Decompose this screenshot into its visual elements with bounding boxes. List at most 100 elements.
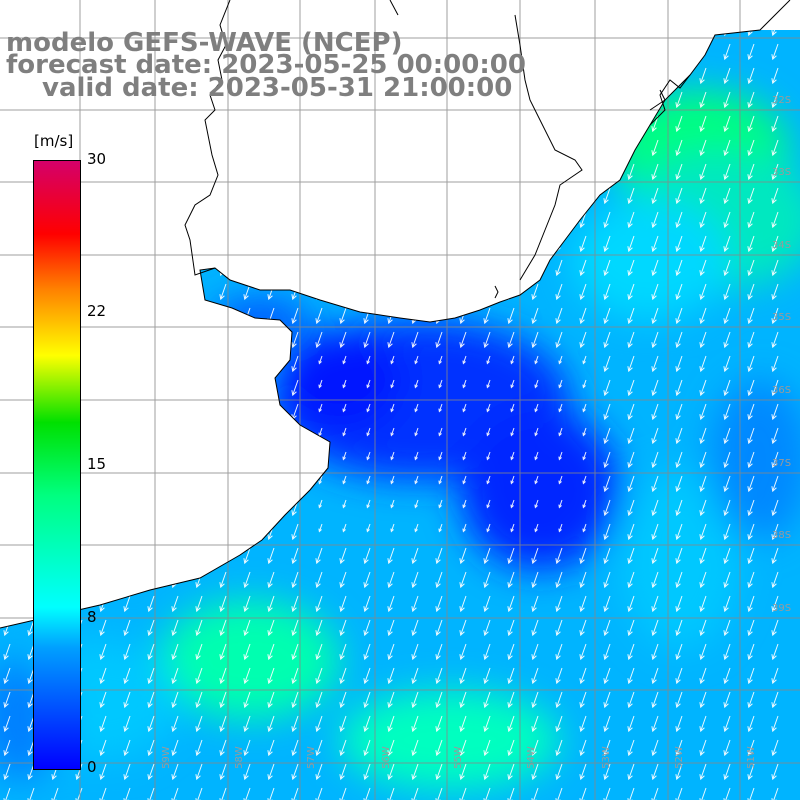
wind-arrow	[486, 523, 491, 533]
wind-arrow	[366, 475, 371, 485]
wind-arrow	[771, 427, 779, 445]
wind-arrow	[414, 499, 419, 509]
wind-arrow	[267, 571, 275, 589]
wind-arrow	[315, 115, 323, 133]
wind-arrow	[651, 379, 659, 397]
wind-arrow	[339, 115, 347, 133]
wind-arrow	[291, 451, 299, 469]
wind-arrow	[510, 379, 515, 389]
wind-arrow	[99, 571, 107, 589]
wind-arrow	[171, 595, 179, 613]
wind-arrow	[291, 331, 299, 349]
wind-arrow	[219, 523, 227, 541]
wind-arrow	[723, 643, 731, 661]
wind-arrow	[723, 451, 731, 469]
wind-arrow	[699, 259, 707, 277]
wind-arrow	[675, 43, 683, 61]
wind-arrow	[582, 379, 587, 389]
wind-arrow	[699, 643, 707, 661]
wind-arrow	[387, 619, 395, 637]
wind-arrow	[579, 763, 587, 781]
wind-arrow	[363, 331, 371, 349]
wind-arrow	[675, 115, 683, 133]
wind-arrow	[99, 547, 107, 565]
wind-arrow	[195, 235, 203, 253]
wind-arrow	[747, 763, 755, 781]
wind-arrow	[531, 163, 539, 181]
wind-arrow	[558, 499, 563, 509]
wind-arrow	[195, 619, 203, 637]
wind-arrow	[651, 30, 659, 37]
wind-arrow	[411, 115, 419, 133]
wind-arrow	[243, 259, 251, 277]
wind-arrow	[771, 475, 779, 493]
wind-arrow	[243, 115, 251, 133]
wind-arrow	[435, 691, 443, 709]
lon-label: 52W	[673, 746, 685, 769]
wind-arrow	[195, 643, 203, 661]
wind-arrow	[675, 211, 683, 229]
wind-arrow	[675, 619, 683, 637]
wind-arrow	[339, 571, 347, 589]
wind-arrow	[387, 235, 395, 253]
wind-arrow	[555, 643, 563, 661]
wind-arrow	[651, 595, 659, 613]
wind-arrow	[675, 259, 683, 277]
wind-arrow	[582, 523, 587, 533]
wind-arrow	[675, 139, 683, 157]
wind-arrow	[534, 475, 539, 485]
wind-arrow	[723, 739, 731, 757]
wind-arrow	[390, 379, 395, 389]
wind-arrow	[147, 691, 155, 709]
wind-arrow	[510, 355, 515, 365]
wind-arrow	[171, 427, 179, 445]
wind-arrow	[723, 91, 731, 109]
wind-arrow	[171, 715, 179, 733]
wind-arrow	[747, 571, 755, 589]
wind-arrow	[507, 115, 515, 133]
wind-arrow	[3, 355, 11, 373]
wind-arrow	[3, 259, 11, 277]
wind-arrow	[747, 643, 755, 661]
wind-arrow	[414, 523, 419, 533]
wind-arrow	[771, 523, 779, 541]
wind-arrow	[771, 643, 779, 661]
wind-arrow	[435, 115, 443, 133]
wind-arrow	[462, 523, 467, 533]
wind-arrow	[531, 187, 539, 205]
wind-arrow	[387, 643, 395, 661]
wind-arrow	[315, 547, 323, 565]
wind-arrow	[771, 595, 779, 613]
wind-arrow	[339, 667, 347, 685]
wind-arrow	[363, 595, 371, 613]
wind-arrow	[510, 499, 515, 509]
wind-arrow	[435, 30, 443, 37]
wind-arrow	[3, 763, 11, 781]
wind-arrow	[627, 163, 635, 181]
wind-arrow	[603, 283, 611, 301]
lat-label: 32S	[772, 95, 792, 106]
wind-arrow	[555, 91, 563, 109]
wind-arrow	[195, 115, 203, 133]
wind-arrow	[531, 739, 539, 757]
wind-arrow	[558, 379, 563, 389]
wind-arrow	[438, 523, 443, 533]
wind-arrow	[291, 715, 299, 733]
wind-arrow	[3, 211, 11, 229]
wind-arrow	[747, 499, 755, 517]
lon-label: 51W	[745, 746, 757, 769]
wind-arrow	[339, 163, 347, 181]
wind-arrow	[243, 595, 251, 613]
wind-arrow	[723, 715, 731, 733]
wind-arrow	[315, 595, 323, 613]
wind-arrow	[315, 619, 323, 637]
wind-arrow	[771, 235, 779, 253]
wind-arrow	[411, 547, 419, 565]
wind-arrow	[675, 595, 683, 613]
wind-arrow	[507, 667, 515, 685]
wind-arrow	[99, 475, 107, 493]
wind-arrow	[531, 30, 539, 37]
wind-arrow	[627, 331, 635, 349]
wind-arrow	[747, 547, 755, 565]
wind-arrow	[723, 331, 731, 349]
